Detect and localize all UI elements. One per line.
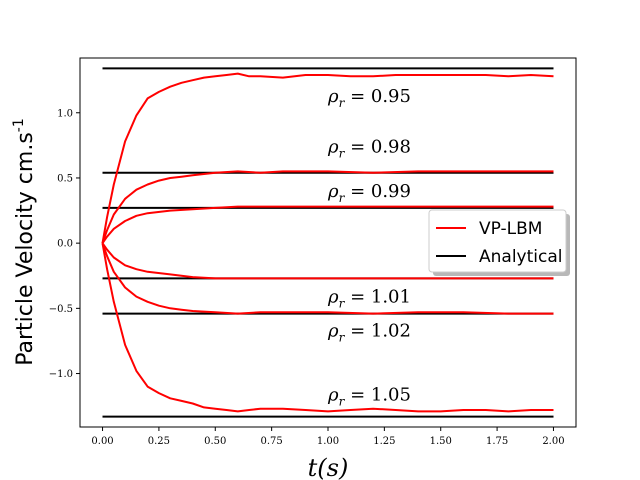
x-tick-label: 2.00 xyxy=(542,436,564,447)
y-axis-label-text: Particle Velocity cm.s xyxy=(13,132,38,366)
legend: VP-LBM Analytical xyxy=(428,209,570,276)
x-tick-label: 1.75 xyxy=(486,436,508,447)
x-axis-ticks: 0.00 0.25 0.50 0.75 1.00 1.25 1.50 1.75 2.00 xyxy=(91,427,565,447)
annotation-label: ρr = 0.98 xyxy=(327,137,411,161)
x-tick-label: 0.25 xyxy=(148,436,170,447)
legend-label-analytical: Analytical xyxy=(479,247,562,267)
annotation-label: ρr = 1.05 xyxy=(327,384,411,408)
legend-label-vp-lbm: VP-LBM xyxy=(479,219,542,239)
series-line-9 xyxy=(101,242,554,280)
series-line-7 xyxy=(101,170,554,244)
y-axis-label: Particle Velocity cm.s-1 xyxy=(11,118,38,366)
x-tick-label: 0.00 xyxy=(91,436,113,447)
series-line-8 xyxy=(101,205,554,244)
series-line-6 xyxy=(101,72,554,244)
annotation-label: ρr = 0.95 xyxy=(327,86,411,110)
x-tick-label: 1.25 xyxy=(373,436,395,447)
x-tick-label: 0.50 xyxy=(204,436,226,447)
y-axis-label-exponent: -1 xyxy=(11,118,27,132)
series-line-11 xyxy=(101,243,554,413)
annotation-label: ρr = 1.01 xyxy=(327,287,411,311)
x-tick-label: 1.50 xyxy=(430,436,452,447)
annotation-label: ρr = 1.02 xyxy=(327,321,411,345)
y-axis-ticks: 1.0 0.5 0.0 −0.5 −1.0 xyxy=(49,108,80,380)
annotations: ρr = 0.95 ρr = 0.98 ρr = 0.99 ρr = 1.01 ρr =… xyxy=(327,86,411,409)
y-tick-label: −0.5 xyxy=(49,304,73,315)
y-tick-label: −1.0 xyxy=(49,369,73,380)
x-axis-label: t(s) xyxy=(308,454,349,480)
y-tick-label: 1.0 xyxy=(57,108,73,119)
y-tick-label: 0.0 xyxy=(57,239,73,250)
plot-lines xyxy=(101,67,554,418)
x-tick-label: 1.00 xyxy=(317,436,339,447)
x-tick-label: 0.75 xyxy=(261,436,283,447)
series-line-10 xyxy=(101,242,554,315)
annotation-label: ρr = 0.99 xyxy=(327,181,411,205)
y-tick-label: 0.5 xyxy=(57,173,73,184)
